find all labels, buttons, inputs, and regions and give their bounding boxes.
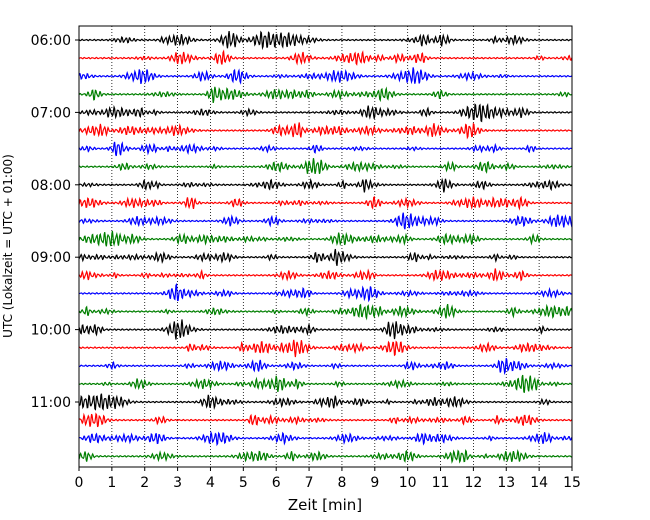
trace-line [78, 248, 573, 266]
trace-line [78, 268, 573, 283]
x-tick-label: 14 [530, 475, 548, 491]
x-tick-label: 8 [337, 475, 346, 491]
x-tick-label: 1 [107, 475, 116, 491]
trace-line [78, 30, 573, 51]
trace-line [78, 102, 573, 123]
x-tick-label: 5 [239, 475, 248, 491]
trace-line [78, 177, 573, 193]
x-tick-label: 0 [75, 475, 84, 491]
trace-line [78, 158, 573, 175]
x-tick-label: 10 [399, 475, 417, 491]
y-tick-label: 06:00 [31, 33, 71, 49]
x-tick-label: 4 [206, 475, 215, 491]
seismic-traces [78, 30, 573, 464]
trace-line [78, 448, 573, 464]
trace-line [78, 86, 573, 104]
x-axis-ticks: 0 1 2 3 4 5 6 7 8 9 10 11 12 13 14 15 [75, 467, 581, 491]
x-axis-label: Zeit [min] [288, 496, 362, 514]
x-tick-label: 6 [272, 475, 281, 491]
trace-line [78, 412, 573, 428]
trace-line [78, 282, 573, 303]
x-tick-label: 12 [464, 475, 482, 491]
trace-line [78, 357, 573, 375]
x-tick-label: 2 [140, 475, 149, 491]
trace-line [78, 212, 573, 230]
y-tick-label: 08:00 [31, 178, 71, 194]
trace-line [78, 122, 573, 140]
trace-line [78, 49, 573, 66]
trace-line [78, 393, 573, 411]
y-axis-label: UTC (Lokalzeit = UTC + 01:00) [1, 154, 15, 338]
x-tick-label: 13 [497, 475, 515, 491]
y-axis-ticks: 06:00 07:00 08:00 09:00 10:00 11:00 [31, 33, 79, 411]
trace-line [78, 339, 573, 358]
trace-line [78, 230, 573, 247]
x-tick-label: 9 [370, 475, 379, 491]
trace-line [78, 303, 573, 321]
y-tick-label: 11:00 [31, 395, 71, 411]
x-tick-label: 11 [432, 475, 450, 491]
y-tick-label: 09:00 [31, 250, 71, 266]
x-tick-label: 7 [305, 475, 314, 491]
x-tick-label: 3 [173, 475, 182, 491]
trace-line [78, 67, 573, 85]
trace-line [78, 374, 573, 393]
trace-line [78, 319, 573, 340]
y-tick-label: 07:00 [31, 105, 71, 121]
trace-line [78, 141, 573, 157]
plot-frame [78, 25, 573, 468]
trace-line [78, 430, 573, 447]
x-tick-label: 15 [563, 475, 581, 491]
trace-line [78, 195, 573, 211]
y-tick-label: 10:00 [31, 323, 71, 339]
